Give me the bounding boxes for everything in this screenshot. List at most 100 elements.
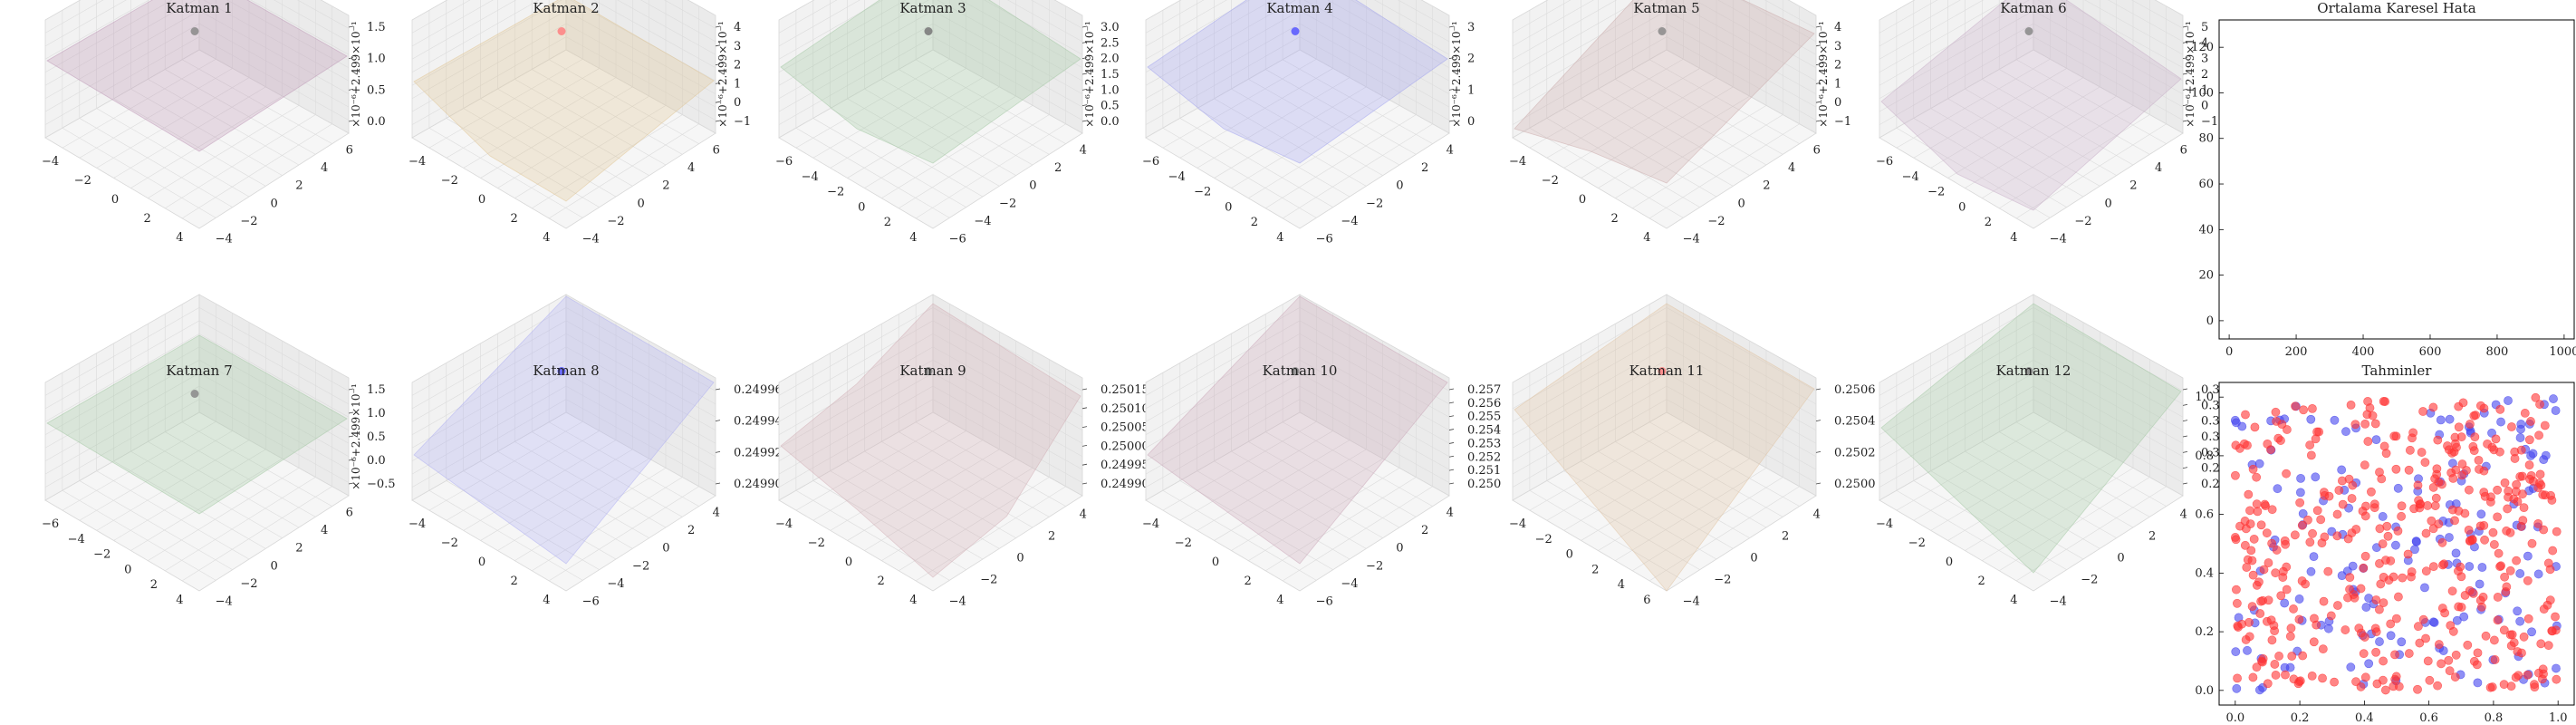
scatter-point — [2262, 616, 2272, 626]
z-tick-label: 0.2502 — [1834, 446, 1876, 459]
gridline — [113, 460, 266, 549]
scatter-point — [2345, 573, 2355, 583]
x-tick-label: −4 — [68, 533, 85, 546]
gridline — [915, 59, 1066, 144]
scatter-point — [2354, 624, 2364, 633]
scatter-point — [2462, 466, 2471, 475]
gridline — [1265, 69, 1417, 155]
scatter-point — [2301, 579, 2310, 589]
gridline — [795, 420, 950, 511]
gridline — [548, 486, 699, 582]
scatter-point — [2467, 536, 2477, 545]
scatter-point — [2312, 506, 2322, 516]
gridline — [62, 489, 216, 581]
x-tick-label: 2 — [150, 578, 158, 592]
scatter-point — [2393, 526, 2403, 536]
scatter-point — [2465, 562, 2475, 571]
surface — [413, 0, 715, 202]
z-tick-label: 0.25010 — [1101, 402, 1149, 416]
gridline — [411, 0, 716, 34]
x-tick-label: −4 — [775, 517, 793, 531]
gridline — [411, 0, 716, 60]
scatter-point — [2360, 419, 2370, 429]
gridline — [1282, 486, 1433, 582]
y-tick-label: 4 — [1080, 508, 1087, 521]
scatter-point — [2523, 575, 2533, 585]
z-tick — [348, 482, 354, 485]
x-tick-label: 4 — [176, 231, 183, 245]
current-point-marker — [557, 367, 566, 375]
scatter-point — [2285, 632, 2295, 642]
z-tick — [2182, 57, 2188, 60]
x-tick-label: 800 — [2486, 345, 2509, 359]
gridline — [899, 114, 1050, 209]
scatter-point — [2421, 566, 2431, 576]
scatter-point — [2296, 473, 2305, 483]
scatter-point — [2360, 551, 2370, 561]
gridline — [778, 333, 1083, 422]
surface — [1514, 303, 1815, 592]
y-tick-label: 0 — [1029, 179, 1036, 193]
scatter-point — [2456, 572, 2466, 582]
x-tick-label: 2 — [1611, 212, 1619, 226]
y-tick-label: −2 — [2081, 574, 2098, 587]
scatter-point — [2420, 458, 2430, 468]
z-tick-label: 0.24990 — [734, 478, 783, 491]
scatter-point — [2256, 520, 2266, 530]
gridline — [113, 98, 266, 187]
scatter-point — [2232, 683, 2242, 693]
gridline — [864, 95, 1016, 188]
z-axis-label: ×10⁻⁶+2.499×10⁻¹ — [350, 383, 362, 489]
z-tick-label: 1 — [734, 77, 741, 91]
z-tick — [2182, 420, 2188, 422]
gridline — [1982, 468, 2134, 561]
y-tick-label: 60 — [2198, 178, 2214, 191]
gridline — [428, 420, 583, 511]
scatter-point — [2326, 611, 2336, 621]
gridline — [1999, 69, 2150, 155]
gridline — [881, 441, 1033, 528]
y-tick-label: 2 — [1048, 529, 1055, 543]
x-tick-label: 0 — [1946, 556, 1953, 569]
scatter-point — [2379, 396, 2389, 406]
z-tick-label: 1.0 — [1101, 83, 1120, 97]
gridline — [1598, 458, 1750, 551]
z-tick-label: 0.2504 — [1834, 415, 1876, 429]
gridline — [1615, 79, 1767, 166]
gridline — [1265, 431, 1417, 517]
z-tick-label: 0.0 — [367, 454, 386, 468]
y-tick-label: 2 — [295, 179, 303, 193]
z-tick — [715, 82, 721, 84]
gridline — [1632, 69, 1783, 155]
scatter-point — [2363, 397, 2372, 406]
y-tick-label: −4 — [216, 595, 233, 609]
scatter-point — [2546, 490, 2555, 500]
y-tick-label: 1.0 — [2195, 391, 2214, 404]
gridline — [1879, 0, 2184, 47]
scatter-point — [2543, 558, 2553, 568]
gridline — [463, 108, 617, 198]
scatter-point — [2470, 432, 2480, 442]
scatter-point — [2363, 437, 2373, 446]
gridline — [463, 470, 617, 560]
x-tick-label: −2 — [1535, 533, 1552, 546]
y-tick-label: 0 — [2117, 552, 2124, 566]
scatter-point — [2383, 531, 2393, 541]
scatter-point — [2551, 612, 2560, 622]
scatter-point — [2343, 593, 2352, 603]
x-tick-label: 0.8 — [2485, 711, 2504, 725]
scatter-point — [2512, 556, 2522, 566]
gridline — [864, 450, 1016, 538]
z-tick-label: 2.5 — [1101, 36, 1120, 50]
scatter-point — [2371, 435, 2381, 445]
y-tick-label: 0 — [1016, 552, 1024, 566]
scatter-point — [2324, 491, 2334, 501]
scatter-point — [2431, 493, 2441, 503]
gridline — [62, 58, 216, 149]
scatter-point — [2415, 638, 2425, 648]
scatter-point — [2281, 539, 2291, 549]
y-tick-label: −2 — [1366, 559, 1383, 573]
z-tick — [348, 435, 354, 438]
current-point-marker — [2024, 27, 2033, 35]
gridline — [795, 127, 950, 218]
